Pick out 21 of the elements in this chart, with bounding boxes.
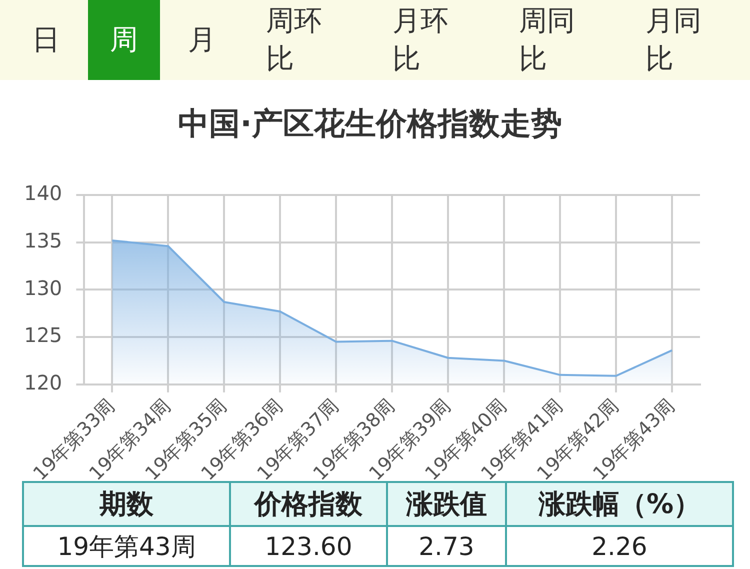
text: 2.73	[387, 526, 506, 566]
text: 周	[88, 0, 160, 80]
text: 月同比	[644, 3, 702, 77]
text: 日	[31, 22, 61, 58]
text: 月	[187, 22, 217, 58]
y-tick-label: 130	[24, 276, 62, 300]
text: 涨跌值	[406, 489, 487, 520]
text: 2.26	[506, 526, 733, 566]
text: 涨跌幅（%）	[538, 489, 701, 520]
text: 19年第43周	[23, 526, 230, 566]
text: 123.60	[230, 526, 387, 566]
chart-title: 中国·产区花生价格指数走势	[177, 105, 563, 144]
y-tick-label: 135	[24, 228, 62, 253]
y-tick-label: 125	[24, 323, 62, 348]
text: 周环比	[265, 3, 323, 77]
text: 期数	[100, 489, 154, 520]
y-tick-label: 140	[24, 181, 62, 206]
text: 月环比	[392, 3, 450, 77]
text: 价格指数	[254, 489, 362, 520]
text: 周同比	[518, 3, 576, 77]
y-tick-label: 120	[24, 370, 62, 395]
